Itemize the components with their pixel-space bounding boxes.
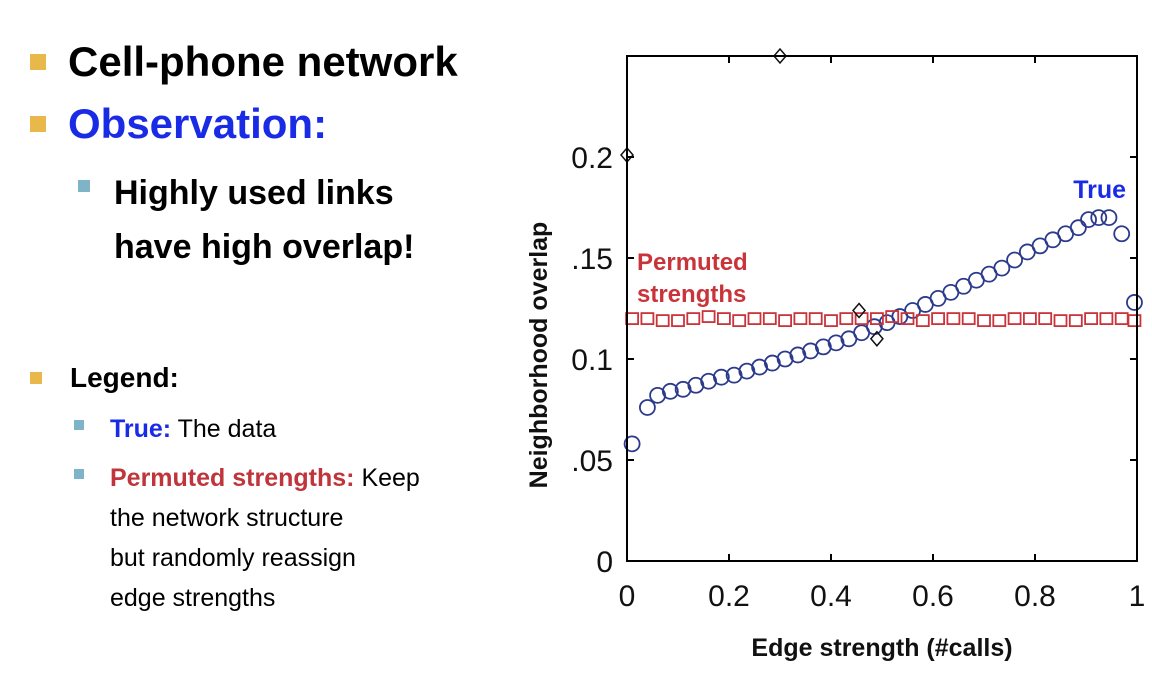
permuted-series-point	[854, 312, 869, 326]
annotation-strengths: strengths	[637, 281, 746, 308]
legend-perm-label: Permuted strengths:	[110, 464, 355, 492]
y-tick-label: 0	[596, 546, 613, 579]
permuted-series-point	[1038, 312, 1053, 326]
true-series-point	[1090, 209, 1108, 227]
permuted-series-point	[900, 312, 915, 326]
teal-square-bullet-icon	[74, 469, 84, 479]
sub-bullet-highly-used-links: Highly used links have high overlap!	[78, 166, 414, 274]
legend-heading: Legend:	[70, 362, 179, 393]
teal-square-bullet-icon	[74, 420, 84, 430]
sub-bullet-line-1: Highly used links	[114, 174, 394, 212]
x-tick-label: 0	[619, 580, 636, 613]
permuted-series-point	[701, 310, 716, 323]
bullet-observation: Observation:	[30, 98, 327, 150]
y-axis-label: Neighborhood overlap	[525, 222, 553, 489]
legend-perm-desc-4: edge strengths	[110, 584, 276, 612]
diamond-point	[869, 330, 884, 347]
legend-item-text: True: The data	[110, 409, 276, 449]
permuted-series-point	[839, 312, 854, 326]
permuted-series-point	[1053, 314, 1068, 328]
x-tick-label: 0.2	[708, 580, 750, 613]
permuted-series-point	[1068, 314, 1083, 328]
true-series-point	[1113, 225, 1131, 243]
x-axis-label: Edge strength (#calls)	[751, 634, 1012, 662]
bullet-legend: Legend:	[30, 360, 179, 396]
legend-item-true: True: The data	[74, 409, 276, 449]
y-tick-label: 0.2	[571, 142, 613, 175]
bullet-cell-phone-network: Cell-phone network	[30, 36, 458, 88]
x-tick-label: 0.6	[912, 580, 954, 613]
slide-text-panel: Cell-phone network Observation: Highly u…	[0, 0, 520, 690]
gold-square-bullet-icon	[30, 116, 46, 132]
permuted-series-point	[762, 312, 777, 326]
x-tick-label: 0.8	[1014, 580, 1056, 613]
permuted-series-point	[640, 312, 655, 326]
permuted-series-point	[992, 314, 1007, 328]
permuted-series-point	[778, 314, 792, 328]
true-series-point	[1069, 219, 1087, 237]
true-series-point	[1080, 211, 1097, 229]
teal-square-bullet-icon	[78, 180, 90, 192]
permuted-series-point	[671, 314, 685, 328]
y-tick-label: .15	[571, 243, 613, 276]
sub-bullet-line-2: have high overlap!	[114, 228, 415, 266]
y-tick-label: 0.1	[571, 344, 613, 377]
permuted-series-point	[793, 312, 808, 326]
true-series-point	[712, 368, 730, 386]
gold-square-bullet-icon	[30, 372, 42, 384]
legend-perm-desc-1: Keep	[361, 464, 420, 492]
permuted-series-point	[1007, 312, 1022, 326]
permuted-series-point	[1127, 314, 1142, 328]
annotation-true: True	[1073, 176, 1126, 204]
permuted-series-point	[1084, 312, 1098, 326]
annotation-permuted: Permuted	[637, 249, 748, 276]
true-series-point	[1006, 251, 1023, 269]
permuted-series-point	[915, 314, 930, 328]
diamond-point	[773, 47, 787, 65]
permuted-series-point	[870, 312, 884, 326]
bullet-text: Cell-phone network	[68, 38, 458, 85]
x-tick-label: 1	[1129, 580, 1146, 613]
legend-item-text: Permuted strengths: Keep the network stru…	[110, 458, 420, 618]
permuted-series-point	[977, 314, 991, 328]
true-series-point	[1126, 294, 1143, 311]
true-series-point	[639, 399, 656, 416]
gold-square-bullet-icon	[30, 54, 46, 70]
x-tick-label: 0.4	[810, 580, 852, 613]
permuted-series-point	[747, 312, 762, 326]
bullet-text: Observation:	[68, 100, 328, 147]
permuted-series-point	[732, 314, 747, 328]
true-series-point	[661, 382, 679, 400]
permuted-series-point	[808, 312, 823, 326]
permuted-series-point	[885, 310, 900, 323]
permuted-series-point	[824, 314, 838, 328]
legend-item-permuted: Permuted strengths: Keep the network stru…	[74, 458, 420, 618]
permuted-series-point	[717, 312, 731, 326]
legend-true-desc: The data	[177, 415, 277, 443]
permuted-series-point	[686, 312, 701, 326]
permuted-series-point	[655, 314, 670, 328]
legend-true-label: True:	[110, 415, 172, 443]
plot-frame	[626, 55, 1138, 562]
permuted-series-point	[1114, 312, 1129, 326]
y-tick-label: .05	[571, 445, 613, 478]
permuted-series-point	[961, 312, 976, 326]
permuted-series-point	[1099, 312, 1114, 326]
permuted-series-point	[931, 312, 945, 326]
true-series-point	[993, 259, 1011, 277]
sub-bullet-text: Highly used links have high overlap!	[114, 166, 414, 274]
legend-perm-desc-3: but randomly reassign	[110, 544, 356, 572]
legend-perm-desc-2: the network structure	[110, 504, 344, 532]
true-series-point	[623, 435, 641, 453]
permuted-series-point	[1023, 312, 1037, 326]
permuted-series-point	[946, 312, 961, 326]
true-series-point	[1100, 209, 1118, 227]
diamond-point	[852, 302, 867, 319]
